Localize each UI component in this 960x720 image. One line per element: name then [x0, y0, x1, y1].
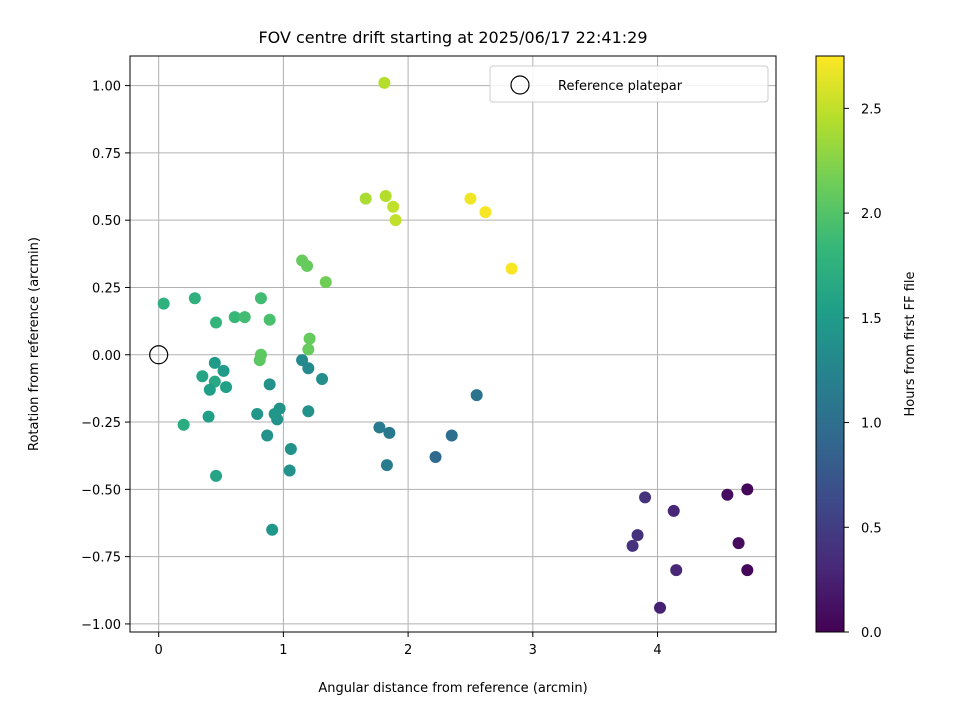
data-point [741, 564, 754, 577]
data-point [283, 464, 296, 477]
data-point [380, 459, 393, 472]
data-point [631, 529, 644, 542]
data-point [210, 469, 223, 482]
data-point [302, 405, 315, 418]
data-point [670, 564, 683, 577]
data-points [157, 76, 754, 614]
y-tick-label: 0.50 [92, 214, 121, 229]
y-tick-label: −0.75 [81, 551, 121, 566]
colorbar-ticks: 0.0 0.5 1.0 1.5 2.0 2.5 [844, 102, 882, 641]
data-point [302, 343, 315, 356]
data-point [721, 488, 734, 501]
data-point [470, 389, 483, 402]
data-point [464, 192, 477, 205]
colorbar-tick-label: 0.0 [861, 626, 882, 641]
legend: Reference platepar [489, 65, 769, 103]
data-point [319, 276, 332, 289]
x-axis-ticks: 0 1 2 3 4 [155, 632, 662, 658]
x-tick-label: 4 [653, 643, 661, 658]
y-axis-ticks: −1.00 −0.75 −0.50 −0.25 0.00 0.25 0.50 0.75 1.00 [81, 80, 130, 633]
x-tick-label: 3 [529, 643, 537, 658]
data-point [301, 259, 314, 272]
data-point [284, 442, 297, 455]
reference-platepar-marker [149, 345, 169, 365]
data-point [389, 214, 402, 227]
data-point [217, 364, 230, 377]
data-point [505, 262, 518, 275]
colorbar-tick-label: 1.5 [861, 312, 882, 327]
data-point [639, 491, 652, 504]
plot-frame [129, 55, 777, 633]
y-tick-label: 0.25 [92, 281, 121, 296]
legend-entry-label: Reference platepar [558, 79, 683, 94]
legend-box [489, 65, 769, 103]
data-point [157, 297, 170, 310]
data-point [732, 537, 745, 550]
data-point [302, 362, 315, 375]
data-point [316, 372, 329, 385]
data-point [203, 383, 216, 396]
data-point [202, 410, 215, 423]
data-point [479, 206, 492, 219]
data-point [263, 378, 276, 391]
y-tick-label: −1.00 [81, 618, 121, 633]
data-point [445, 429, 458, 442]
data-point [383, 426, 396, 439]
data-point [261, 429, 274, 442]
colorbar-label: Hours from first FF file [903, 271, 918, 416]
data-point [238, 311, 251, 324]
reference-marker-layer [149, 345, 169, 365]
data-point [220, 381, 233, 394]
y-tick-label: −0.25 [81, 416, 121, 431]
data-point [251, 407, 264, 420]
colorbar-tick-label: 0.5 [861, 521, 882, 536]
y-tick-label: 0.00 [92, 349, 121, 364]
chart-title: FOV centre drift starting at 2025/06/17 … [258, 28, 647, 47]
data-point [196, 370, 209, 383]
data-point [188, 292, 201, 305]
data-point [387, 200, 400, 213]
colorbar [815, 55, 845, 633]
data-point [379, 189, 392, 202]
data-point [373, 421, 386, 434]
x-axis-label: Angular distance from reference (arcmin) [318, 681, 587, 696]
data-point [254, 292, 267, 305]
data-point [626, 539, 639, 552]
data-point [228, 311, 241, 324]
data-point [177, 418, 190, 431]
data-point [359, 192, 372, 205]
data-point [296, 354, 309, 367]
x-tick-label: 1 [279, 643, 287, 658]
data-point [654, 601, 667, 614]
data-point [254, 348, 267, 361]
data-point [263, 313, 276, 326]
y-tick-label: 1.00 [92, 80, 121, 95]
colorbar-tick-label: 2.5 [861, 102, 882, 117]
y-tick-label: 0.75 [92, 147, 121, 162]
data-point [266, 523, 279, 536]
grid-lines [130, 56, 776, 632]
data-point [268, 407, 281, 420]
x-tick-label: 0 [155, 643, 163, 658]
data-point [303, 332, 316, 345]
data-point [378, 76, 391, 89]
colorbar-tick-label: 1.0 [861, 417, 882, 432]
data-point [667, 504, 680, 517]
data-point [208, 356, 221, 369]
data-point [429, 451, 442, 464]
data-point [741, 483, 754, 496]
y-tick-label: −0.50 [81, 483, 121, 498]
colorbar-tick-label: 2.0 [861, 207, 882, 222]
legend-reference-marker [510, 75, 530, 95]
x-tick-label: 2 [404, 643, 412, 658]
y-axis-label: Rotation from reference (arcmin) [27, 237, 42, 451]
data-point [210, 316, 223, 329]
